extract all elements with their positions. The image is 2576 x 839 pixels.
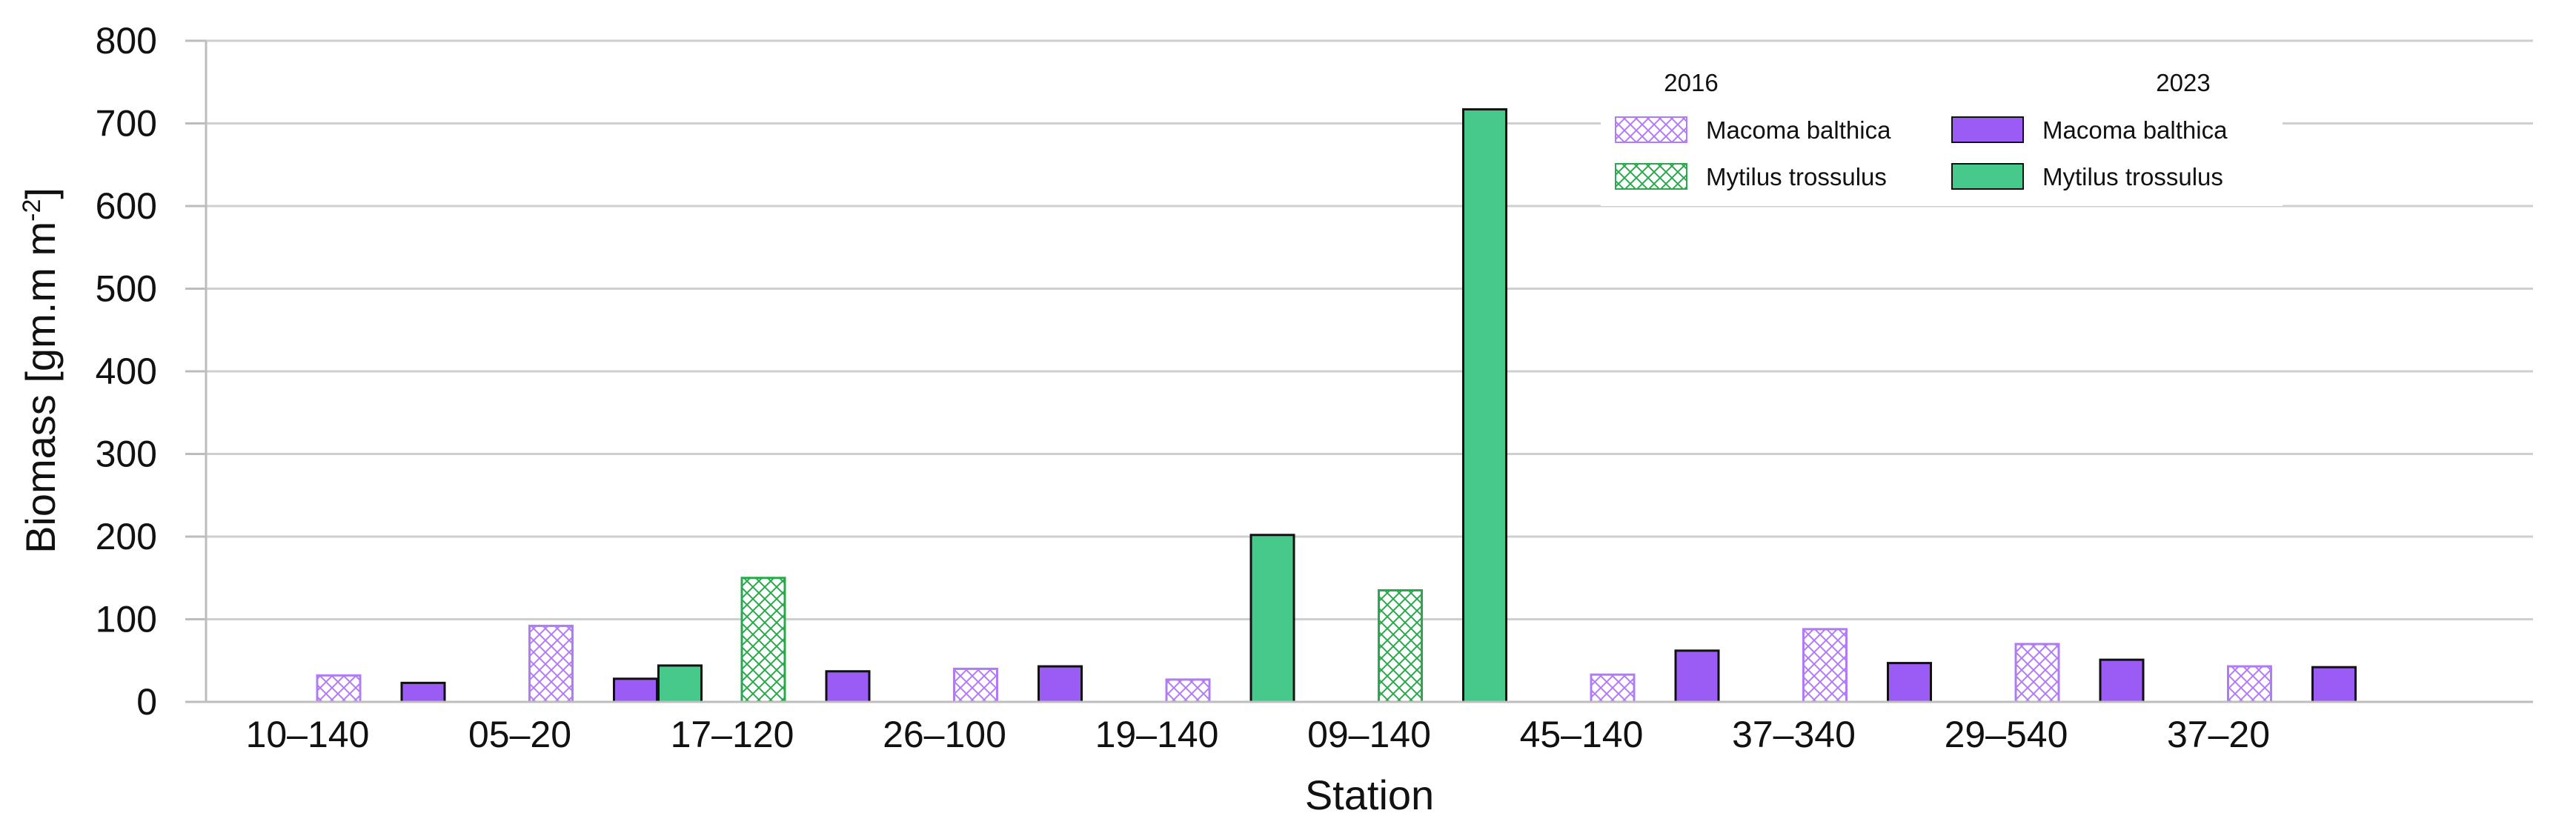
x-tick-label: 17–120 [671,714,794,755]
bar-macoma-2016-9 [2227,665,2272,703]
y-tick-labels: 0 100 200 300 400 500 600 700 800 [96,20,157,723]
bars [316,108,2357,703]
legend-label-mytilus-2016: Mytilus trossulus [1706,163,1887,190]
legend: 2016 2023 Macoma balthica Mytilus trossu… [1601,58,2283,206]
y-tick-label: 100 [96,599,157,640]
y-axis-title-main: Biomass [gm.m m [17,222,64,554]
y-tick-label: 700 [96,103,157,145]
y-axis-title-superscript: -2 [18,199,46,222]
bar-mytilus-2023-4 [1249,534,1295,703]
bar-macoma-2016-7 [1802,628,1848,703]
x-tick-labels: 10–140 05–20 17–120 26–100 19–140 09–140 45–14… [246,714,2270,755]
y-tick-label: 600 [96,185,157,227]
bar-macoma-2016-8 [2014,643,2060,703]
bar-mytilus-2023-5 [1462,108,1507,703]
x-tick-label: 37–340 [1732,714,1856,755]
legend-swatch-macoma-2023 [1951,116,2024,143]
bar-macoma-2023-1 [613,677,658,703]
x-tick-label: 05–20 [468,714,571,755]
y-axis-title: Biomass [gm.m m-2] [17,188,64,554]
x-tick-label: 19–140 [1095,714,1219,755]
bar-macoma-2023-9 [2311,666,2357,703]
y-tick-label: 300 [96,434,157,475]
y-tick-label: 0 [136,681,157,723]
legend-year-2023: 2023 [2156,69,2210,96]
bar-macoma-2023-0 [400,681,446,703]
legend-swatch-macoma-2016 [1615,116,1687,143]
legend-year-2016: 2016 [1664,69,1718,96]
bar-macoma-2023-7 [1887,662,1932,703]
bar-macoma-2016-6 [1590,673,1636,703]
bar-macoma-2016-0 [316,674,362,703]
bar-mytilus-2016-5 [1378,588,1423,703]
bar-macoma-2016-4 [1165,678,1211,703]
bar-macoma-2023-3 [1038,665,1083,703]
x-tick-label: 09–140 [1307,714,1431,755]
x-tick-label: 26–100 [883,714,1006,755]
y-tick-label: 500 [96,268,157,310]
bar-macoma-2016-1 [528,624,574,703]
legend-label-mytilus-2023: Mytilus trossulus [2042,163,2223,190]
y-axis-title-end: ] [17,188,64,199]
legend-swatch-mytilus-2016 [1615,163,1687,190]
y-tick-label: 200 [96,516,157,557]
legend-background [1601,58,2283,206]
axes [185,39,2533,703]
bar-macoma-2023-8 [2099,658,2145,703]
x-tick-label: 45–140 [1520,714,1644,755]
x-axis-title: Station [1305,772,1434,818]
gridlines [206,39,2533,620]
x-tick-label: 29–540 [1945,714,2068,755]
legend-label-macoma-2023: Macoma balthica [2042,116,2228,144]
bar-macoma-2016-3 [953,667,998,703]
x-tick-label: 10–140 [246,714,370,755]
x-tick-label: 37–20 [2167,714,2270,755]
legend-swatch-mytilus-2023 [1951,163,2024,190]
bar-macoma-2023-6 [1674,649,1720,703]
bar-macoma-2023-2 [825,670,871,703]
y-tick-label: 400 [96,351,157,392]
bar-mytilus-2023-1 [657,664,703,703]
y-tick-label: 800 [96,20,157,62]
bar-mytilus-2016-2 [740,577,786,703]
legend-label-macoma-2016: Macoma balthica [1706,116,1891,144]
